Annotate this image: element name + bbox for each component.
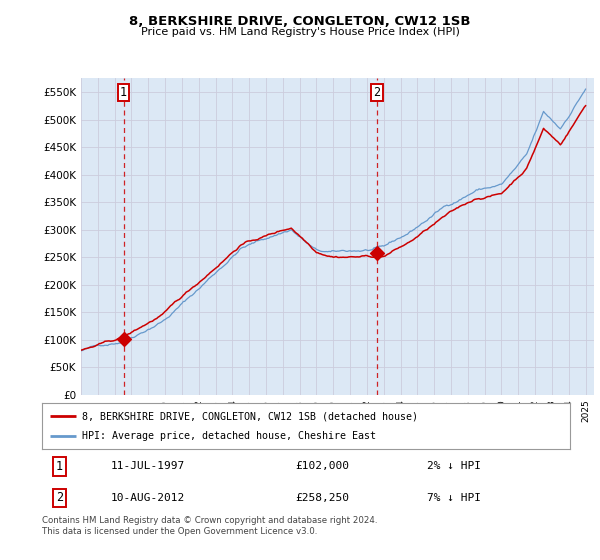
Point <box>119 334 128 343</box>
Text: 11-JUL-1997: 11-JUL-1997 <box>110 461 185 472</box>
Point <box>372 248 382 257</box>
Text: HPI: Average price, detached house, Cheshire East: HPI: Average price, detached house, Ches… <box>82 431 376 441</box>
Text: Contains HM Land Registry data © Crown copyright and database right 2024.
This d: Contains HM Land Registry data © Crown c… <box>42 516 377 536</box>
Text: 1: 1 <box>56 460 63 473</box>
Text: Price paid vs. HM Land Registry's House Price Index (HPI): Price paid vs. HM Land Registry's House … <box>140 27 460 37</box>
Text: £102,000: £102,000 <box>295 461 349 472</box>
Text: 10-AUG-2012: 10-AUG-2012 <box>110 493 185 503</box>
Text: 8, BERKSHIRE DRIVE, CONGLETON, CW12 1SB: 8, BERKSHIRE DRIVE, CONGLETON, CW12 1SB <box>129 15 471 27</box>
Text: 7% ↓ HPI: 7% ↓ HPI <box>427 493 481 503</box>
Text: £258,250: £258,250 <box>295 493 349 503</box>
Text: 1: 1 <box>120 86 127 99</box>
Text: 2: 2 <box>56 491 63 505</box>
Text: 2: 2 <box>373 86 380 99</box>
Text: 2% ↓ HPI: 2% ↓ HPI <box>427 461 481 472</box>
Text: 8, BERKSHIRE DRIVE, CONGLETON, CW12 1SB (detached house): 8, BERKSHIRE DRIVE, CONGLETON, CW12 1SB … <box>82 411 418 421</box>
